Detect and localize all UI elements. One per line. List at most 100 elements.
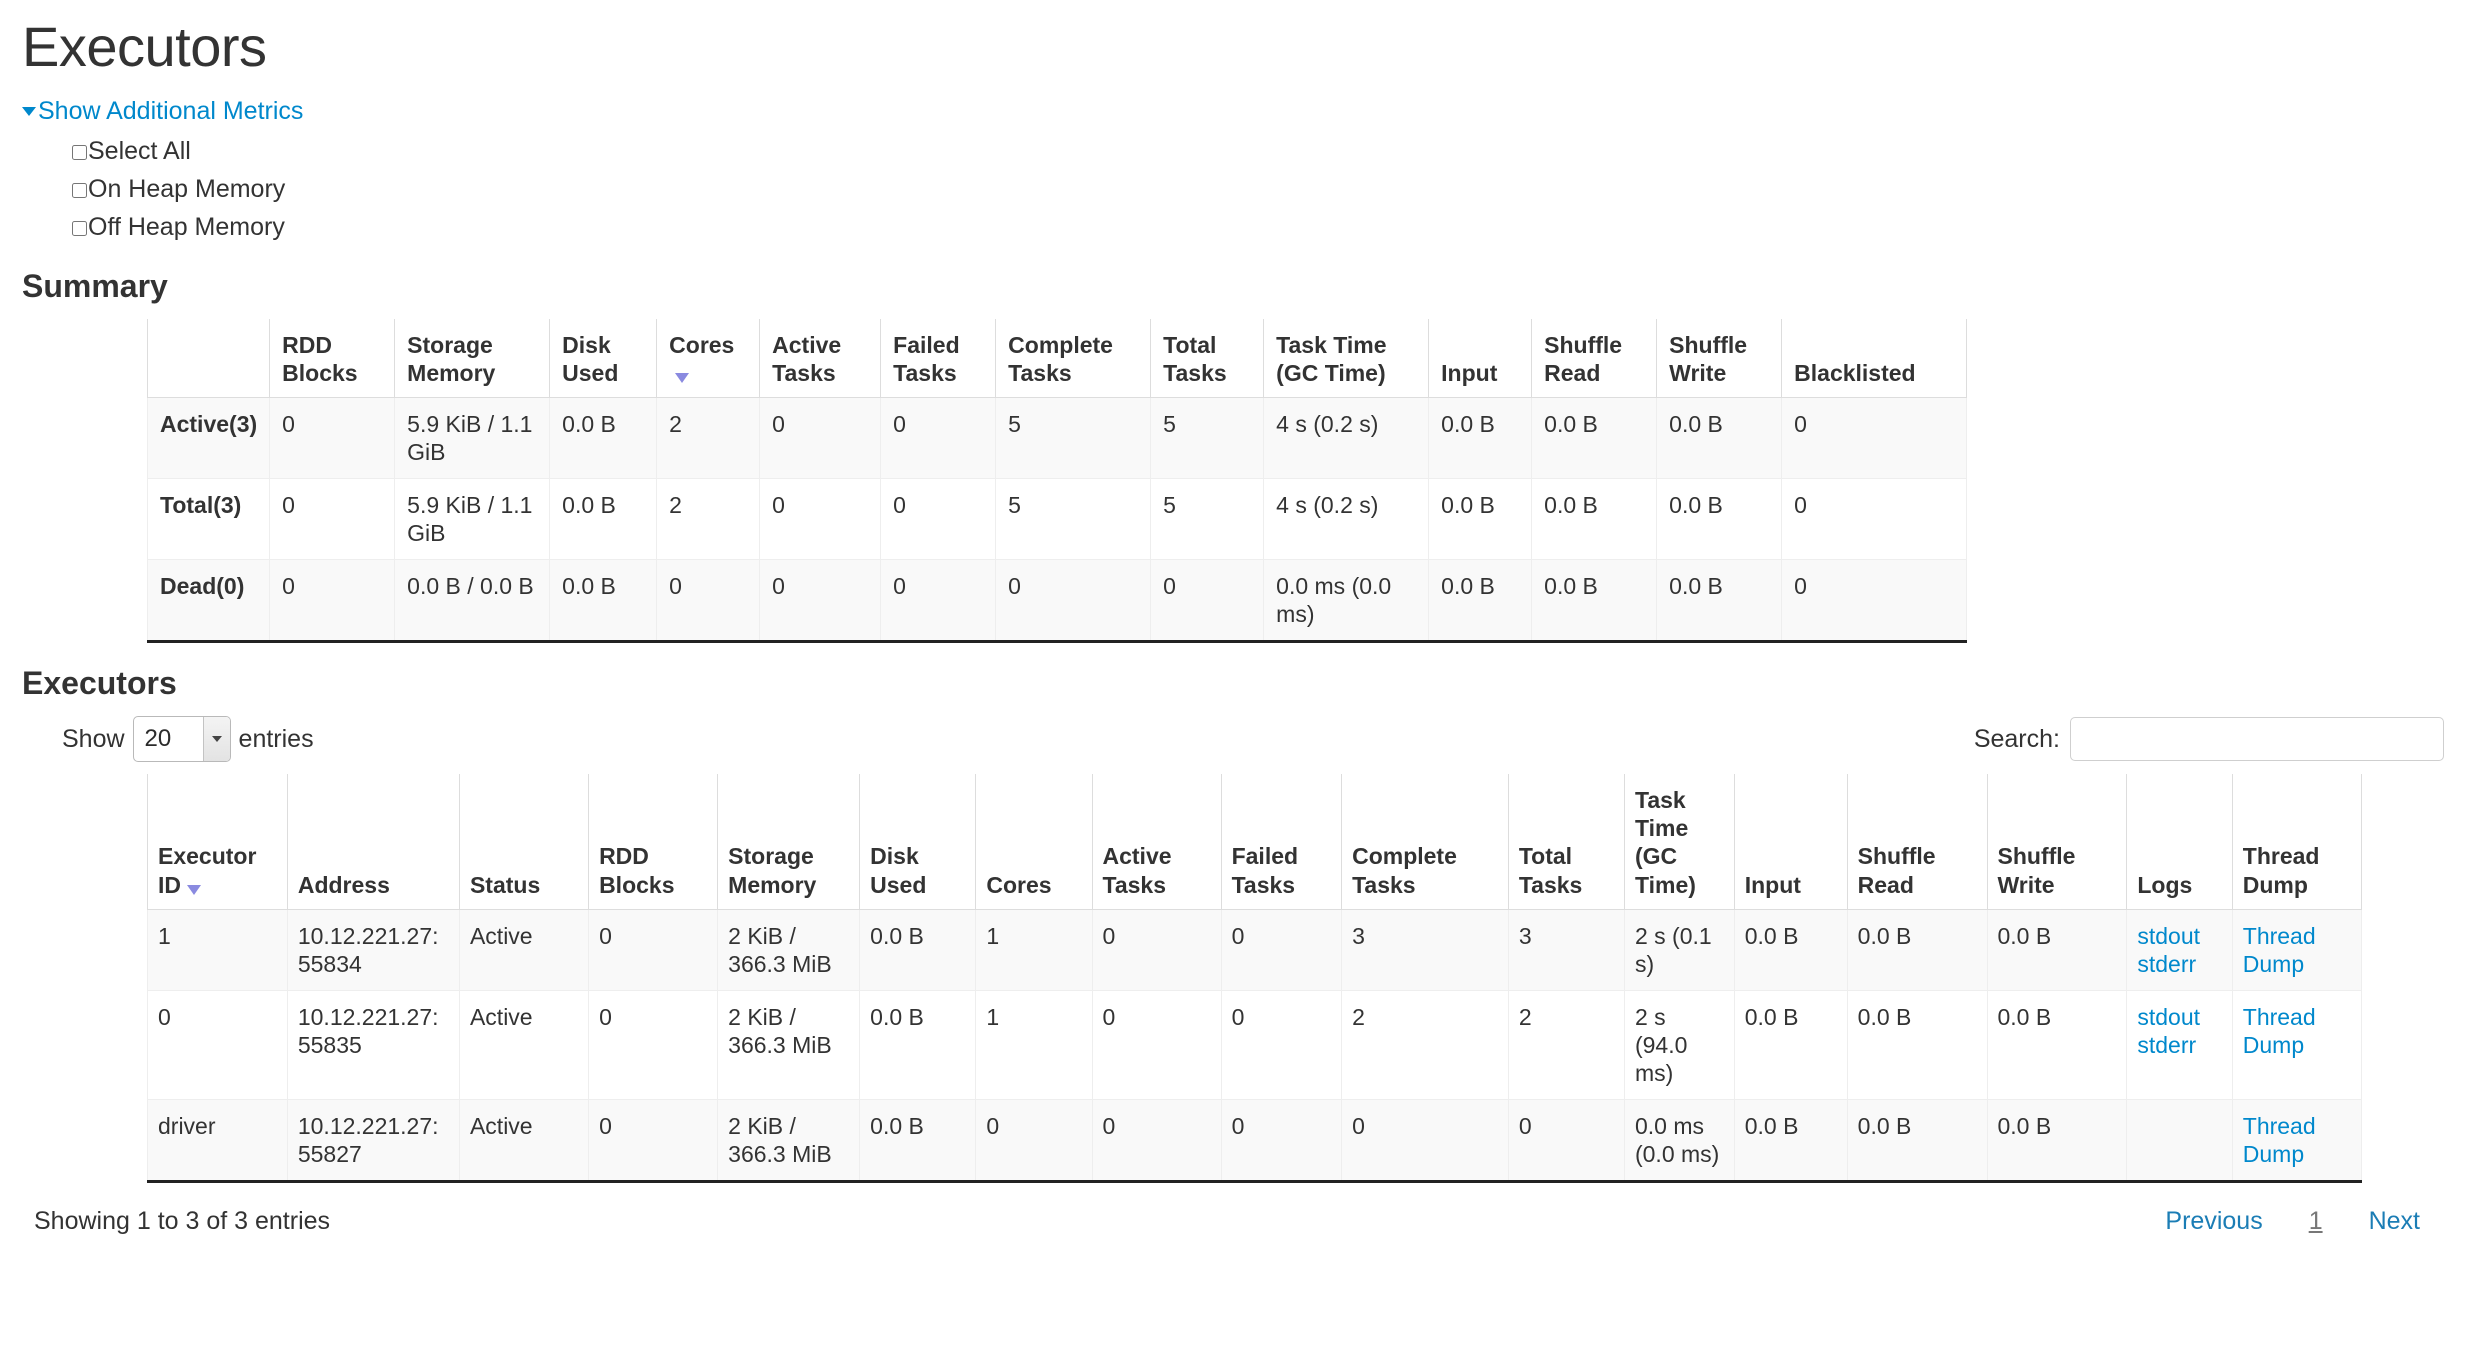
summary-cell-disk-used: 0.0 B — [549, 478, 658, 561]
cell-storage-memory: 2 KiB / 366.3 MiB — [717, 990, 861, 1100]
stdout-link[interactable]: stdout — [2137, 922, 2200, 949]
summary-col-storage-memory[interactable]: Storage Memory — [394, 319, 551, 399]
executors-table-body: 1 10.12.221.27:55834 Active 0 2 KiB / 36… — [147, 909, 2363, 1182]
summary-cell-failed-tasks: 0 — [880, 559, 997, 643]
cell-disk-used: 0.0 B — [859, 1099, 977, 1182]
page-number-1[interactable]: 1 — [2308, 1206, 2323, 1235]
previous-page-button[interactable]: Previous — [2165, 1206, 2263, 1235]
exec-col-address[interactable]: Address — [286, 774, 460, 910]
summary-col-blacklisted[interactable]: Blacklisted — [1781, 319, 1968, 399]
summary-cell-blacklisted: 0 — [1781, 478, 1968, 561]
exec-col-executor-id[interactable]: Executor ID — [147, 774, 288, 910]
cell-cores: 1 — [975, 909, 1093, 991]
entries-label: entries — [238, 724, 314, 753]
exec-col-logs[interactable]: Logs — [2126, 774, 2233, 910]
cell-complete-tasks: 3 — [1341, 909, 1509, 991]
executors-table-head: Executor ID Address Status RDD Blocks St… — [147, 774, 2363, 910]
summary-col-input[interactable]: Input — [1428, 319, 1533, 399]
summary-col-disk-used[interactable]: Disk Used — [549, 319, 658, 399]
summary-header-row: RDD Blocks Storage Memory Disk Used Core… — [146, 319, 1968, 399]
exec-col-shuffle-write[interactable]: Shuffle Write — [1986, 774, 2128, 910]
summary-cell-cores: 2 — [656, 397, 761, 480]
on-heap-memory-checkbox[interactable] — [72, 183, 87, 198]
cell-disk-used: 0.0 B — [859, 909, 977, 991]
summary-table: RDD Blocks Storage Memory Disk Used Core… — [146, 319, 1968, 644]
summary-cell-blacklisted: 0 — [1781, 397, 1968, 480]
summary-col-blank — [146, 319, 271, 399]
summary-cell-shuffle-write: 0.0 B — [1656, 397, 1783, 480]
summary-col-active-tasks[interactable]: Active Tasks — [759, 319, 882, 399]
exec-col-input[interactable]: Input — [1733, 774, 1848, 910]
off-heap-memory-checkbox[interactable] — [72, 221, 87, 236]
summary-cell-shuffle-write: 0.0 B — [1656, 478, 1783, 561]
metric-option-off-heap-memory: Off Heap Memory — [72, 208, 2444, 246]
summary-col-cores[interactable]: Cores — [656, 319, 761, 399]
exec-col-thread-dump[interactable]: Thread Dump — [2231, 774, 2363, 910]
cell-total-tasks: 2 — [1507, 990, 1625, 1100]
on-heap-memory-label: On Heap Memory — [88, 175, 286, 203]
exec-col-disk-used[interactable]: Disk Used — [859, 774, 977, 910]
metric-option-select-all: Select All — [72, 132, 2444, 170]
summary-cell-blacklisted: 0 — [1781, 559, 1968, 643]
exec-col-cores[interactable]: Cores — [975, 774, 1093, 910]
summary-cell-storage-memory: 5.9 KiB / 1.1 GiB — [394, 397, 551, 480]
summary-cell-complete-tasks: 5 — [995, 478, 1152, 561]
cell-total-tasks: 3 — [1507, 909, 1625, 991]
cell-total-tasks: 0 — [1507, 1099, 1625, 1182]
summary-cell-total-tasks: 0 — [1150, 559, 1265, 643]
cell-status: Active — [458, 990, 590, 1100]
exec-col-total-tasks[interactable]: Total Tasks — [1507, 774, 1625, 910]
summary-cell-shuffle-write: 0.0 B — [1656, 559, 1783, 643]
cell-rdd-blocks: 0 — [588, 909, 719, 991]
search-input[interactable] — [2070, 717, 2444, 762]
summary-cell-storage-memory: 0.0 B / 0.0 B — [394, 559, 551, 643]
show-additional-metrics-toggle[interactable]: Show Additional Metrics — [22, 97, 303, 125]
exec-col-storage-memory[interactable]: Storage Memory — [717, 774, 861, 910]
exec-col-active-tasks[interactable]: Active Tasks — [1091, 774, 1222, 910]
summary-col-task-time[interactable]: Task Time (GC Time) — [1263, 319, 1430, 399]
exec-col-complete-tasks[interactable]: Complete Tasks — [1341, 774, 1509, 910]
summary-cell-complete-tasks: 0 — [995, 559, 1152, 643]
executors-table-wrap: Executor ID Address Status RDD Blocks St… — [147, 774, 2444, 1183]
stderr-link[interactable]: stderr — [2137, 950, 2197, 977]
thread-dump-link[interactable]: Thread Dump — [2242, 1003, 2316, 1058]
summary-cell-input: 0.0 B — [1428, 559, 1533, 643]
summary-cell-shuffle-read: 0.0 B — [1531, 478, 1658, 561]
summary-cell-shuffle-read: 0.0 B — [1531, 397, 1658, 480]
cell-executor-id: 0 — [147, 990, 288, 1100]
cell-rdd-blocks: 0 — [588, 1099, 719, 1182]
stderr-link[interactable]: stderr — [2137, 1031, 2197, 1058]
exec-col-status[interactable]: Status — [458, 774, 590, 910]
summary-col-shuffle-write[interactable]: Shuffle Write — [1656, 319, 1783, 399]
summary-col-complete-tasks[interactable]: Complete Tasks — [995, 319, 1152, 399]
exec-col-executor-id-label: Executor ID — [158, 843, 257, 898]
summary-cell-shuffle-read: 0.0 B — [1531, 559, 1658, 643]
cell-complete-tasks: 0 — [1341, 1099, 1509, 1182]
cell-active-tasks: 0 — [1091, 909, 1222, 991]
summary-col-failed-tasks[interactable]: Failed Tasks — [880, 319, 997, 399]
summary-row-total: Total(3) 0 5.9 KiB / 1.1 GiB 0.0 B 2 0 0… — [146, 478, 1968, 561]
select-all-checkbox[interactable] — [72, 145, 87, 160]
next-page-button[interactable]: Next — [2368, 1206, 2420, 1235]
exec-col-failed-tasks[interactable]: Failed Tasks — [1220, 774, 1343, 910]
pagination: Previous 1 Next — [2165, 1207, 2434, 1236]
exec-col-shuffle-read[interactable]: Shuffle Read — [1846, 774, 1988, 910]
exec-col-rdd-blocks[interactable]: RDD Blocks — [588, 774, 719, 910]
summary-table-wrap: RDD Blocks Storage Memory Disk Used Core… — [146, 319, 2444, 644]
cell-input: 0.0 B — [1733, 990, 1848, 1100]
stdout-link[interactable]: stdout — [2137, 1003, 2200, 1030]
thread-dump-link[interactable]: Thread Dump — [2242, 1112, 2316, 1167]
cell-shuffle-write: 0.0 B — [1986, 1099, 2128, 1182]
cell-cores: 0 — [975, 1099, 1093, 1182]
exec-col-task-time[interactable]: Task Time (GC Time) — [1623, 774, 1735, 910]
thread-dump-link[interactable]: Thread Dump — [2242, 922, 2316, 977]
summary-row-label: Total(3) — [146, 478, 271, 561]
cell-thread-dump: Thread Dump — [2231, 1099, 2363, 1182]
summary-col-rdd-blocks[interactable]: RDD Blocks — [269, 319, 396, 399]
cell-shuffle-read: 0.0 B — [1846, 1099, 1988, 1182]
off-heap-memory-label: Off Heap Memory — [88, 213, 285, 241]
cell-executor-id: 1 — [147, 909, 288, 991]
summary-col-total-tasks[interactable]: Total Tasks — [1150, 319, 1265, 399]
page-length-select[interactable]: 20 — [132, 716, 231, 763]
summary-col-shuffle-read[interactable]: Shuffle Read — [1531, 319, 1658, 399]
